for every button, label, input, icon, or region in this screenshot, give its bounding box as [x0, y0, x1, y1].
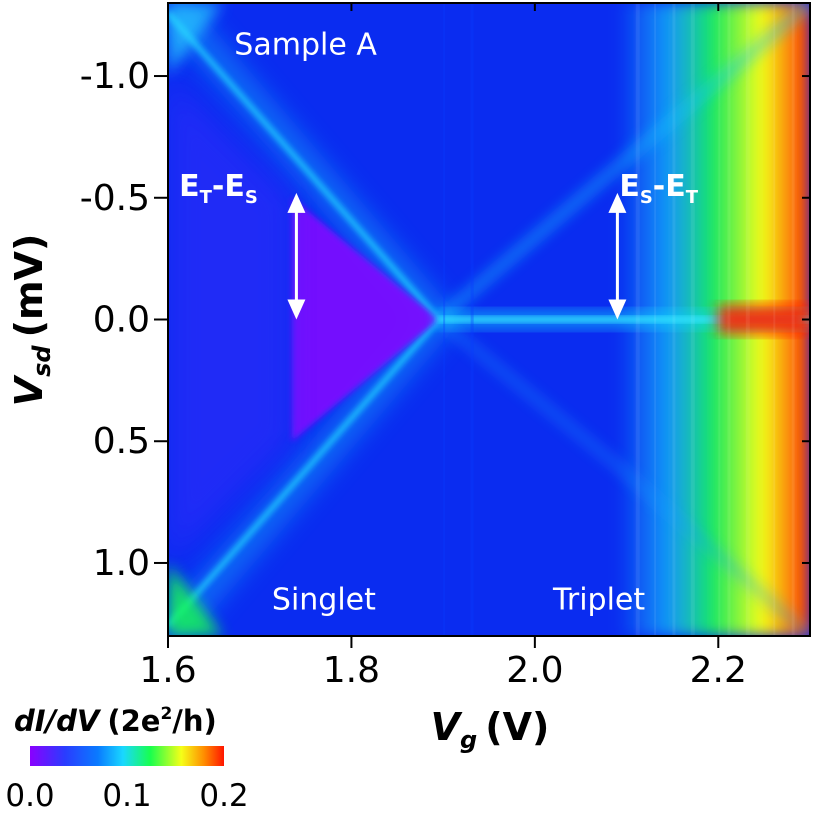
zero-bias-ridge-hot — [718, 305, 810, 334]
vertical-streak — [470, 3, 474, 636]
x-tick-label: 2.2 — [690, 650, 747, 691]
y-axis-title: Vsd(mV) — [7, 234, 56, 407]
vertical-streak — [443, 3, 446, 636]
x-tick-label: 2.0 — [506, 650, 563, 691]
vertical-streak — [635, 3, 640, 636]
vertical-streak — [745, 3, 750, 636]
x-axis: 1.6 1.8 2.0 2.2 — [139, 3, 747, 691]
vertical-streak — [672, 3, 676, 636]
arrow-head-up — [287, 192, 306, 213]
zero-bias-ridge — [438, 316, 810, 323]
vertical-streak — [791, 3, 795, 636]
heatmap — [168, 3, 810, 636]
singlet-label: Singlet — [272, 582, 376, 617]
vertical-streak — [773, 3, 776, 636]
y-tick-label: 0.5 — [93, 421, 150, 462]
triplet-edge-upper — [435, 3, 810, 324]
energy-label-left: ET-ES — [179, 169, 258, 208]
colorbar-tick-label: 0.1 — [102, 778, 151, 814]
double-arrow — [287, 192, 306, 320]
lower-left-green — [168, 562, 224, 636]
energy-label-right: ES-ET — [619, 169, 698, 208]
y-tick-label: -0.5 — [80, 178, 150, 219]
x-tick-label: 1.8 — [323, 650, 380, 691]
y-tick-label: -1.0 — [80, 56, 150, 97]
y-tick-label: 1.0 — [93, 543, 150, 584]
triplet-edge-lower — [436, 316, 810, 636]
colorbar: dI/dV (2e2/h) 0.0 0.1 0.2 — [5, 704, 248, 814]
sample-label: Sample A — [234, 27, 377, 62]
y-tick-label: 0.0 — [93, 300, 150, 341]
arrow-head-down — [287, 299, 306, 320]
vertical-streak — [718, 3, 721, 636]
vertical-streak — [654, 3, 657, 636]
y-axis: -1.0 -0.5 0.0 0.5 1.0 — [80, 56, 810, 584]
triplet-label: Triplet — [552, 582, 645, 617]
vertical-streak — [690, 3, 695, 636]
singlet-gap-fade — [168, 76, 292, 563]
colorbar-gradient — [30, 746, 224, 766]
vertical-streak — [727, 3, 731, 636]
colorbar-tick-label: 0.2 — [199, 778, 248, 814]
singlet-gap-region — [291, 197, 439, 442]
arrow-head-up — [608, 192, 627, 213]
x-axis-title: Vg (V) — [431, 705, 550, 754]
x-tick-label: 1.6 — [139, 650, 196, 691]
annotations: Sample A Singlet Triplet ET-ES ES-ET — [179, 27, 699, 617]
colorbar-label: dI/dV (2e2/h) — [14, 704, 217, 738]
colorbar-tick-label: 0.0 — [5, 778, 54, 814]
double-arrow — [608, 192, 627, 320]
arrow-head-down — [608, 299, 627, 320]
upper-left-cyan — [168, 3, 224, 77]
